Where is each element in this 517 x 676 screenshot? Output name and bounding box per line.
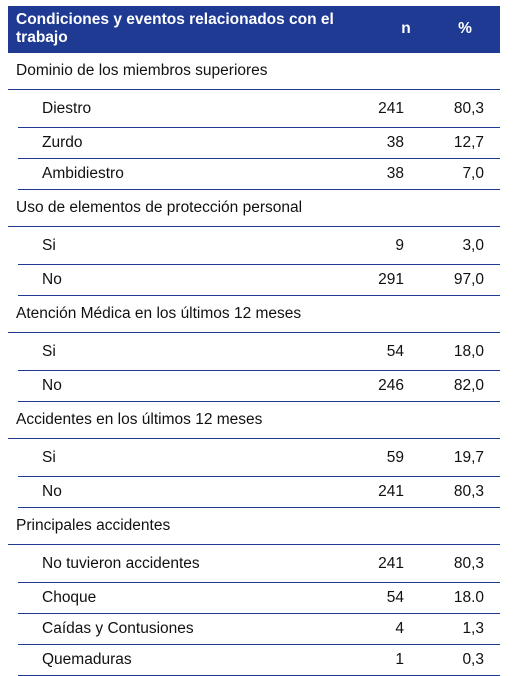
row-pct: 80,3 bbox=[453, 483, 484, 500]
table-row: Si 54 18,0 bbox=[18, 333, 500, 371]
row-label: No bbox=[42, 271, 62, 288]
table-row: No tuvieron accidentes 241 80,3 bbox=[18, 545, 500, 583]
row-n: 4 bbox=[395, 620, 404, 637]
table-row: Zurdo 38 12,7 bbox=[18, 128, 500, 159]
row-label: Choque bbox=[42, 589, 97, 606]
row-pct: 18.0 bbox=[453, 589, 484, 606]
row-pct: 7,0 bbox=[462, 165, 484, 182]
group-title: Dominio de los miembros superiores bbox=[16, 62, 268, 79]
row-n: 241 bbox=[378, 554, 404, 572]
header-label: Condiciones y eventos relacionados con e… bbox=[16, 10, 334, 46]
row-label: Si bbox=[42, 236, 56, 254]
table-row: Ambidiestro 38 7,0 bbox=[18, 159, 500, 190]
row-n: 241 bbox=[378, 99, 404, 117]
group-row: Accidentes en los últimos 12 meses bbox=[8, 402, 500, 439]
group-row: Uso de elementos de protección personal bbox=[8, 190, 500, 227]
row-pct: 3,0 bbox=[462, 236, 484, 254]
row-pct: 0,3 bbox=[462, 651, 484, 668]
row-pct: 18,0 bbox=[453, 342, 484, 360]
group-row: Atención Médica en los últimos 12 meses bbox=[8, 296, 500, 333]
table-row: Caídas y Contusiones 4 1,3 bbox=[18, 614, 500, 645]
row-pct: 82,0 bbox=[453, 377, 484, 394]
row-pct: 80,3 bbox=[453, 99, 484, 117]
group-row: Principales accidentes bbox=[8, 508, 500, 545]
table-row: Diestro 241 80,3 bbox=[18, 90, 500, 128]
row-n: 241 bbox=[378, 483, 404, 500]
group-title: Atención Médica en los últimos 12 meses bbox=[16, 305, 302, 322]
row-label: Si bbox=[42, 342, 56, 360]
row-label: Ambidiestro bbox=[42, 165, 124, 182]
header-pct: % bbox=[458, 19, 472, 37]
row-n: 1 bbox=[395, 651, 404, 668]
row-n: 54 bbox=[386, 342, 404, 360]
table-row: Quemaduras 1 0,3 bbox=[18, 645, 500, 676]
table-header: Condiciones y eventos relacionados con e… bbox=[8, 6, 500, 53]
row-pct: 19,7 bbox=[453, 448, 484, 466]
row-n: 59 bbox=[386, 448, 404, 466]
row-label: Diestro bbox=[42, 99, 92, 117]
row-label: No tuvieron accidentes bbox=[42, 554, 200, 572]
row-pct: 97,0 bbox=[453, 271, 484, 288]
row-label: Caídas y Contusiones bbox=[42, 620, 194, 637]
table-row: No 291 97,0 bbox=[18, 265, 500, 296]
row-n: 38 bbox=[386, 134, 404, 151]
table-body: Dominio de los miembros superiores Diestr… bbox=[8, 53, 500, 676]
group-title: Principales accidentes bbox=[16, 517, 171, 534]
row-label: No bbox=[42, 483, 62, 500]
row-n: 54 bbox=[386, 589, 404, 606]
row-n: 291 bbox=[378, 271, 404, 288]
row-label: No bbox=[42, 377, 62, 394]
group-title: Uso de elementos de protección personal bbox=[16, 199, 303, 216]
table-row: No 246 82,0 bbox=[18, 371, 500, 402]
row-n: 38 bbox=[386, 165, 404, 182]
row-n: 246 bbox=[378, 377, 404, 394]
group-title: Accidentes en los últimos 12 meses bbox=[16, 411, 263, 428]
table-row: Choque 54 18.0 bbox=[18, 583, 500, 614]
table-row: No 241 80,3 bbox=[18, 477, 500, 508]
row-label: Zurdo bbox=[42, 134, 83, 151]
data-table: Condiciones y eventos relacionados con e… bbox=[8, 6, 500, 676]
row-pct: 12,7 bbox=[453, 134, 484, 151]
row-pct: 1,3 bbox=[462, 620, 484, 637]
table-row: Si 59 19,7 bbox=[18, 439, 500, 477]
header-n: n bbox=[401, 19, 411, 37]
group-row: Dominio de los miembros superiores bbox=[8, 53, 500, 90]
row-pct: 80,3 bbox=[453, 554, 484, 572]
table-row: Si 9 3,0 bbox=[18, 227, 500, 265]
row-n: 9 bbox=[395, 236, 404, 254]
row-label: Si bbox=[42, 448, 56, 466]
row-label: Quemaduras bbox=[42, 651, 132, 668]
